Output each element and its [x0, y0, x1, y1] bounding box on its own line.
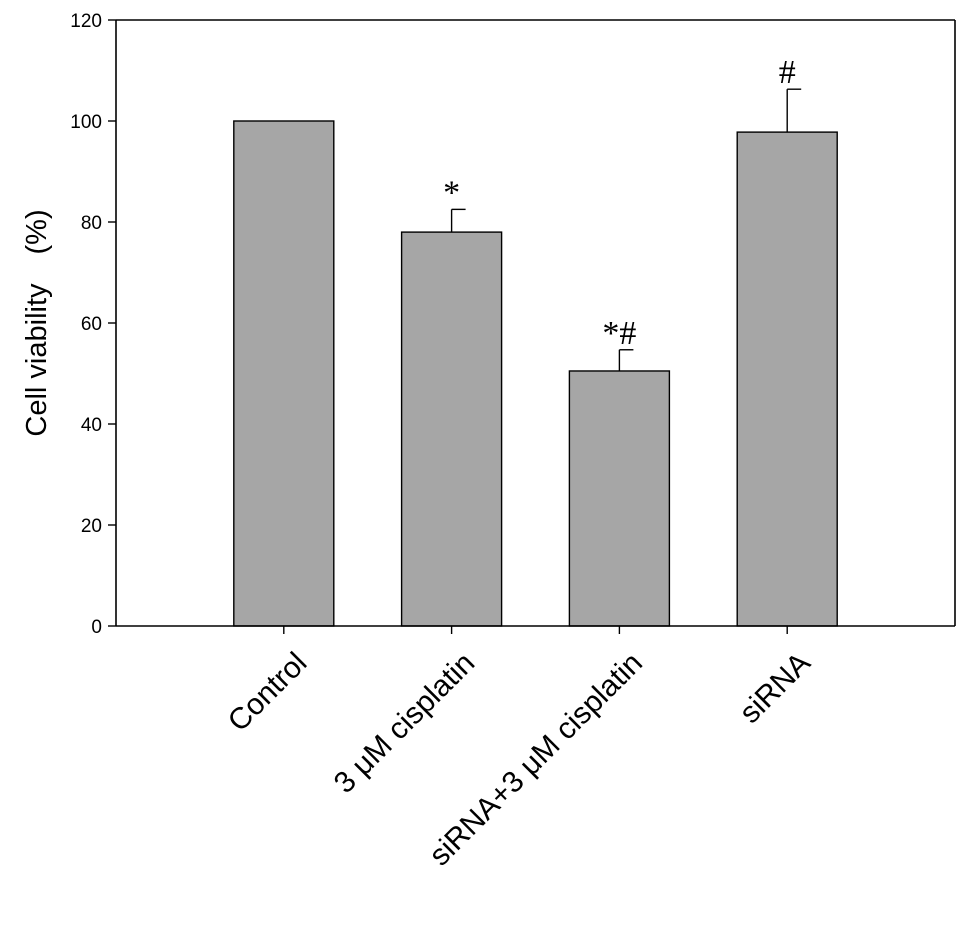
significance-marker: *	[443, 174, 460, 211]
y-tick-label: 100	[70, 112, 102, 133]
y-tick-label: 0	[91, 617, 102, 638]
y-tick-label: 20	[81, 516, 102, 537]
error-bars-layer	[450, 88, 802, 371]
bar	[568, 370, 671, 627]
y-tick-label: 40	[81, 415, 102, 436]
y-ticks: 0 20 40 60 80 100 120	[70, 11, 116, 638]
y-axis-label: Cell viability (%)	[21, 209, 53, 436]
bar	[736, 131, 838, 627]
bar	[400, 231, 503, 627]
x-tick-label: Control	[222, 646, 314, 738]
y-tick-label: 60	[81, 314, 102, 335]
bar	[233, 120, 335, 627]
x-tick-label: siRNA	[733, 646, 816, 729]
x-tick-label: 3 μM cisplatin	[328, 646, 481, 799]
y-tick-label: 120	[70, 11, 102, 32]
y-tick-label: 80	[81, 213, 102, 234]
significance-marker: *#	[602, 315, 636, 352]
significance-marker: #	[779, 54, 796, 91]
bars-layer	[233, 120, 838, 627]
significance-annotations: * *# #	[443, 54, 796, 352]
